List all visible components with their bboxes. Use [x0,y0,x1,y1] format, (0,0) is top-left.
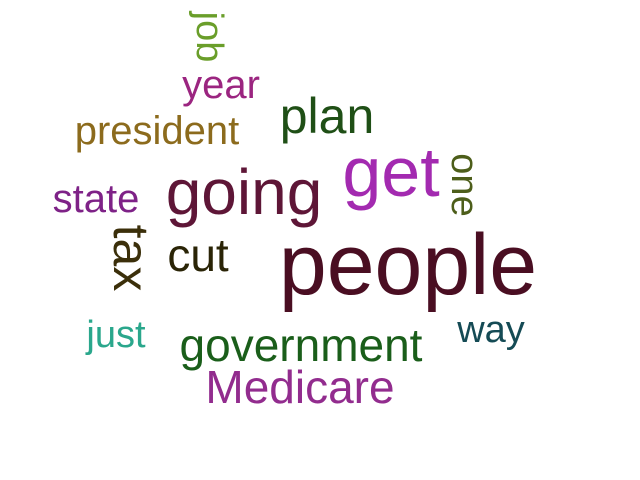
word-medicare: Medicare [205,361,395,413]
word-get: get [342,133,440,211]
word-president: president [74,109,240,153]
word-government: government [179,319,423,371]
word-tax: tax [103,224,159,292]
word-people: people [278,217,538,313]
word-job: job [188,11,230,63]
word-way: way [457,309,525,351]
word-year: year [182,63,260,107]
word-plan: plan [279,88,375,144]
word-cut: cut [167,229,229,281]
word-one: one [443,153,485,217]
word-just: just [86,314,146,356]
word-going: going [165,156,323,228]
word-state: state [52,177,140,221]
